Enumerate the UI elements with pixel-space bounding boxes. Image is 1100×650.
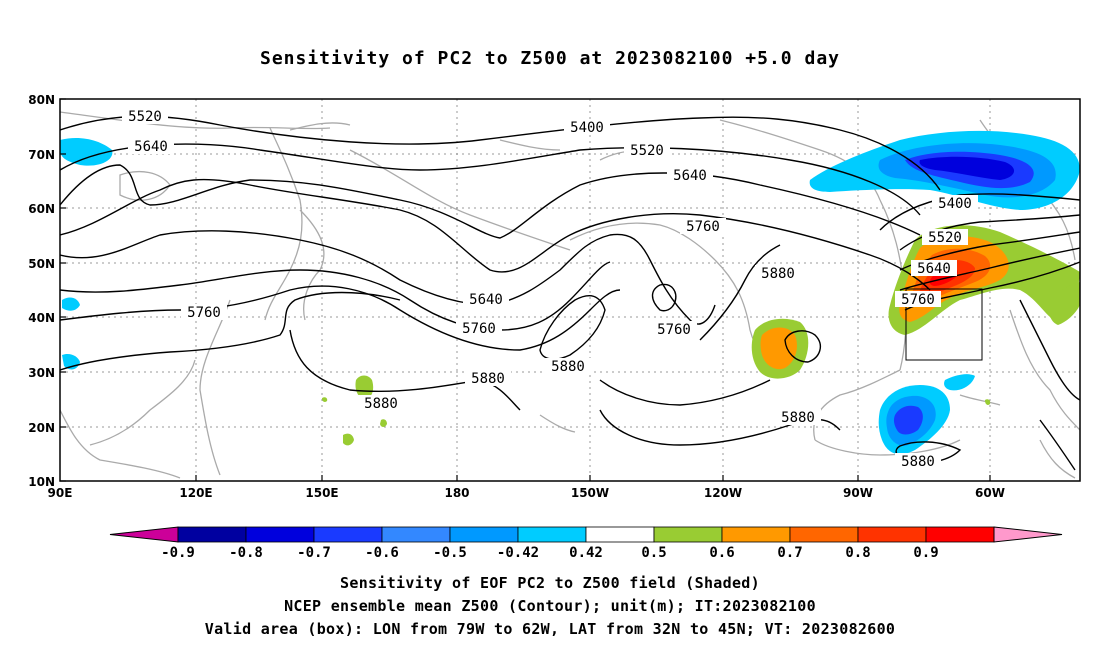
svg-text:5880: 5880: [471, 371, 505, 387]
colorbar-segment: [517, 526, 587, 543]
contour-label: 5880: [465, 370, 511, 387]
sensitivity-map: 5520 5640 5400 5520 5640 5760 5880 5640 …: [28, 93, 1081, 561]
lat-label: 20N: [28, 421, 55, 435]
colorbar-tick-label: 0.8: [845, 545, 870, 561]
svg-text:5520: 5520: [630, 143, 664, 159]
contour-label: 5880: [545, 358, 591, 375]
colorbar-tick-label: -0.6: [365, 545, 399, 561]
colorbar-segment: [721, 526, 791, 543]
colorbar-tick-label: -0.42: [497, 545, 539, 561]
contour-label: 5640: [128, 138, 174, 155]
lon-label: 60W: [975, 486, 1005, 500]
contour-label: 5640: [463, 291, 509, 308]
svg-text:5880: 5880: [781, 410, 815, 426]
contour-label: 5880: [755, 265, 801, 282]
contour-label: 5760: [895, 291, 941, 308]
lat-label: 50N: [28, 257, 55, 271]
colorbar-tick-label: 0.7: [777, 545, 802, 561]
contour-label: 5520: [122, 108, 168, 125]
map-title: Sensitivity of PC2 to Z500 at 2023082100…: [259, 48, 840, 69]
colorbar-tick-label: -0.5: [433, 545, 467, 561]
svg-text:5640: 5640: [917, 261, 951, 277]
contour-label: 5640: [667, 167, 713, 184]
contour-label: 5880: [775, 409, 821, 426]
svg-text:5760: 5760: [657, 322, 691, 338]
colorbar-segment: [313, 526, 383, 543]
lat-label: 40N: [28, 311, 55, 325]
svg-text:5880: 5880: [901, 454, 935, 470]
colorbar-segment: [177, 526, 247, 543]
caption-contour: NCEP ensemble mean Z500 (Contour); unit(…: [284, 597, 816, 615]
map-gridlines: [60, 99, 1080, 481]
colorbar-segment: [925, 526, 995, 543]
colorbar: [109, 526, 1063, 543]
contour-label: 5760: [181, 304, 227, 321]
svg-text:5640: 5640: [673, 168, 707, 184]
svg-text:5880: 5880: [551, 359, 585, 375]
colorbar-segment: [381, 526, 451, 543]
lat-label: 10N: [28, 475, 55, 489]
colorbar-tick-label: 0.42: [569, 545, 603, 561]
colorbar-right-arrow: [993, 526, 1063, 543]
svg-text:5880: 5880: [761, 266, 795, 282]
lat-label: 30N: [28, 366, 55, 380]
lon-label: 90W: [843, 486, 873, 500]
contour-label: 5520: [922, 229, 968, 246]
contour-label: 5400: [932, 195, 978, 212]
colorbar-segment: [653, 526, 723, 543]
colorbar-tick-label: -0.7: [297, 545, 331, 561]
svg-text:5640: 5640: [134, 139, 168, 155]
caption-shaded: Sensitivity of EOF PC2 to Z500 field (Sh…: [340, 574, 760, 592]
contour-label: 5760: [651, 321, 697, 338]
svg-text:5400: 5400: [570, 120, 604, 136]
contour-label: 5760: [456, 320, 502, 337]
lon-label: 120E: [179, 486, 212, 500]
svg-text:5760: 5760: [901, 292, 935, 308]
lat-label: 80N: [28, 93, 55, 107]
colorbar-labels: -0.9 -0.8 -0.7 -0.6 -0.5 -0.42 0.42 0.5 0.6 0.7 0.…: [161, 545, 939, 561]
svg-text:5520: 5520: [128, 109, 162, 125]
map-ticks: [60, 98, 991, 482]
contour-label: 5880: [358, 395, 404, 412]
colorbar-left-arrow: [109, 526, 179, 543]
svg-text:5640: 5640: [469, 292, 503, 308]
caption-valid-area: Valid area (box): LON from 79W to 62W, L…: [204, 620, 896, 638]
contour-label: 5640: [911, 260, 957, 277]
colorbar-tick-label: -0.9: [161, 545, 195, 561]
colorbar-segment: [789, 526, 859, 543]
colorbar-tick-label: 0.6: [709, 545, 734, 561]
svg-text:5760: 5760: [187, 305, 221, 321]
colorbar-segment: [449, 526, 519, 543]
colorbar-segment: [585, 526, 655, 543]
colorbar-tick-label: 0.5: [641, 545, 666, 561]
colorbar-tick-label: 0.9: [913, 545, 938, 561]
valid-area-box: [905, 288, 983, 361]
svg-text:5880: 5880: [364, 396, 398, 412]
svg-text:5760: 5760: [462, 321, 496, 337]
lon-label: 90E: [48, 486, 73, 500]
colorbar-tick-label: -0.8: [229, 545, 263, 561]
contour-label: 5520: [624, 142, 670, 159]
lon-label: 120W: [704, 486, 742, 500]
colorbar-segment: [245, 526, 315, 543]
colorbar-segment: [857, 526, 927, 543]
lat-label: 60N: [28, 202, 55, 216]
contour-label: 5760: [680, 218, 726, 235]
svg-text:5520: 5520: [928, 230, 962, 246]
coastlines: [60, 111, 1080, 479]
contour-label: 5880: [895, 453, 941, 470]
lon-label: 150E: [305, 486, 338, 500]
contour-label: 5400: [564, 119, 610, 136]
map-frame: [59, 98, 1081, 482]
svg-text:5760: 5760: [686, 219, 720, 235]
lon-label: 150W: [571, 486, 609, 500]
lon-label: 180: [444, 486, 469, 500]
svg-text:5400: 5400: [938, 196, 972, 212]
lat-label: 70N: [28, 148, 55, 162]
